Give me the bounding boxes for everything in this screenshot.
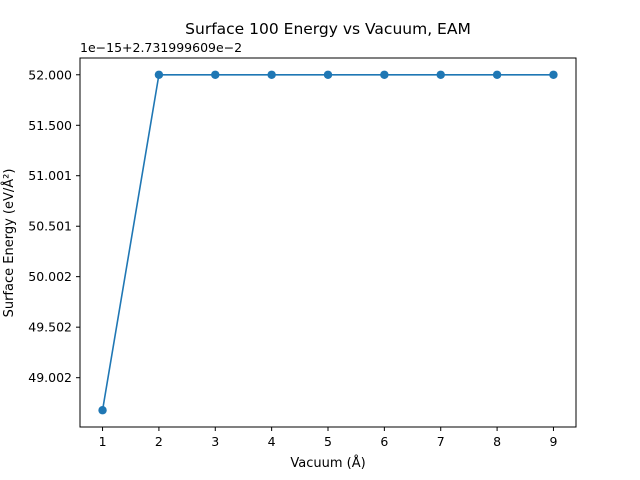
- x-tick-label: 9: [549, 434, 557, 449]
- data-point: [436, 70, 445, 79]
- data-point: [267, 70, 276, 79]
- chart-title: Surface 100 Energy vs Vacuum, EAM: [185, 20, 471, 38]
- series-line: [101, 73, 554, 411]
- y-axis-label: Surface Energy (eV/Å²): [1, 169, 17, 318]
- y-axis: 49.002 49.502 50.002 50.501 51.001 51.500 52.0…: [28, 67, 80, 385]
- x-tick-label: 7: [437, 434, 445, 449]
- x-axis-label: Vacuum (Å): [290, 455, 365, 471]
- y-tick-label: 49.502: [28, 320, 72, 335]
- x-tick-label: 3: [211, 434, 219, 449]
- x-axis: 1 2 3 4 5 6 7 8 9: [99, 427, 557, 449]
- x-tick-label: 5: [324, 434, 332, 449]
- data-point: [380, 70, 389, 79]
- data-point: [154, 70, 164, 79]
- y-tick-label: 51.500: [28, 118, 72, 133]
- y-tick-label: 50.002: [28, 269, 72, 284]
- data-point: [492, 70, 502, 79]
- y-tick-label: 51.001: [28, 168, 72, 183]
- series-layer: [98, 70, 558, 415]
- data-point: [323, 70, 333, 79]
- y-axis-offset-label: 1e−15+2.731999609e−2: [80, 40, 242, 55]
- x-tick-label: 8: [493, 434, 501, 449]
- data-point: [211, 70, 220, 79]
- x-tick-label: 1: [99, 434, 107, 449]
- y-tick-label: 50.501: [28, 219, 72, 234]
- plot-area: [79, 57, 577, 428]
- data-point: [549, 70, 558, 79]
- y-tick-label: 52.000: [28, 67, 72, 82]
- data-point: [98, 406, 107, 415]
- x-tick-label: 6: [380, 434, 388, 449]
- x-tick-label: 2: [155, 434, 163, 449]
- x-tick-label: 4: [268, 434, 276, 449]
- y-tick-label: 49.002: [28, 370, 72, 385]
